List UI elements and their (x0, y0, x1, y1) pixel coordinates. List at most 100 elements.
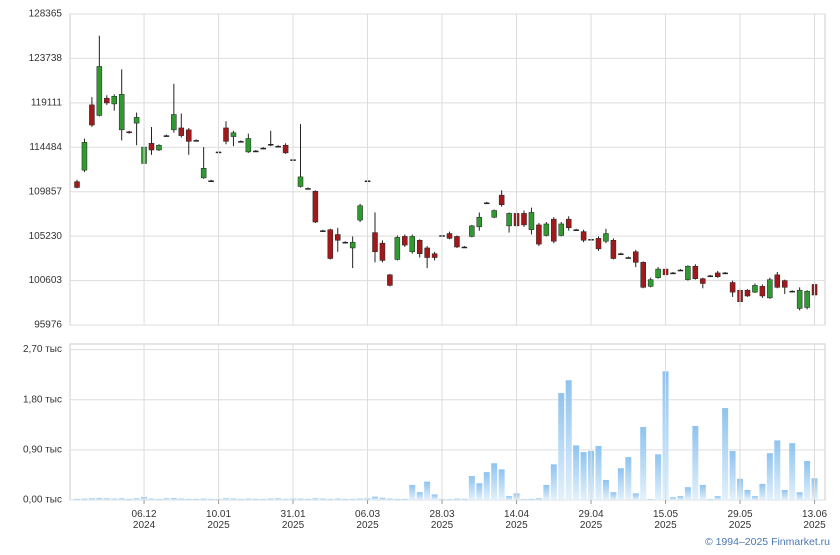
candle-body (387, 274, 393, 286)
volume-bar (453, 498, 460, 500)
volume-bar (580, 452, 587, 500)
candle-body (305, 188, 311, 190)
volume-bar (632, 493, 639, 500)
candle-body (349, 241, 356, 249)
volume-bar (692, 425, 699, 500)
candle-body (335, 234, 341, 241)
x-tick-label: 06.03 2025 (355, 509, 381, 531)
candle-body (320, 230, 326, 232)
candle-body (357, 205, 363, 221)
candle-body (610, 240, 617, 259)
volume-bar (625, 457, 632, 500)
volume-frame (69, 343, 826, 501)
x-tick-label: 14.04 2025 (504, 509, 530, 531)
volume-bar (208, 498, 215, 500)
volume-bar (573, 445, 580, 500)
volume-bar (789, 443, 796, 500)
volume-bar (610, 492, 617, 500)
volume-bar (722, 408, 729, 500)
volume-bar (424, 481, 431, 500)
volume-bar (230, 498, 237, 500)
candle-body (700, 278, 706, 284)
candle-body (744, 289, 751, 297)
volume-bar (714, 496, 721, 500)
candle-body (625, 257, 632, 259)
volume-bar (260, 498, 267, 500)
candle-body (312, 191, 319, 223)
volume-bar (751, 496, 758, 500)
volume-bar (170, 498, 177, 500)
volume-bar (602, 479, 609, 500)
y-tick-label: 105230 (29, 231, 63, 242)
volume-bar (245, 498, 252, 500)
volume-bar (133, 498, 140, 500)
candle-body (297, 176, 304, 187)
candle-body (74, 181, 80, 188)
volume-bar (319, 498, 326, 500)
volume-bar (155, 498, 162, 500)
candle-body (789, 290, 795, 293)
volume-bar (88, 498, 95, 500)
volume-bar (342, 498, 349, 500)
candle-body (81, 142, 88, 171)
volume-bar (252, 498, 259, 500)
y-tick-label: 123738 (29, 53, 63, 64)
candle-body (96, 66, 103, 116)
candle-body (603, 233, 609, 242)
volume-bar (774, 440, 781, 500)
candle-body (685, 265, 691, 280)
volume-bar (178, 498, 185, 500)
volume-bar (372, 496, 378, 500)
candle-body (618, 253, 624, 255)
candle-body (118, 94, 125, 131)
volume-bar (148, 498, 155, 500)
volume-bar (349, 498, 356, 500)
candle-body (208, 180, 214, 182)
volume-bar (200, 498, 207, 500)
candle-body (461, 246, 468, 249)
volume-bar (282, 498, 289, 500)
y-tick-label: 109857 (29, 186, 63, 197)
volume-bar (237, 498, 244, 500)
volume-bar (640, 427, 647, 500)
candle-body (595, 238, 602, 250)
x-tick-label: 28.03 2025 (429, 509, 455, 531)
volume-bar (476, 483, 483, 500)
y-tick-label: 1,80 тыс (23, 394, 62, 405)
volume-bar (781, 489, 788, 500)
volume-bar (163, 498, 170, 500)
volume-bar (185, 498, 192, 500)
candle-body (759, 286, 766, 297)
candle-body (573, 229, 579, 231)
candle-body (655, 268, 661, 278)
candle-body (394, 237, 401, 260)
volume-bar (483, 472, 490, 500)
volume-bar (595, 445, 602, 500)
volume-bar (297, 498, 304, 500)
volume-bar (193, 498, 200, 500)
volume-bar (521, 499, 527, 500)
candle-body (416, 240, 423, 254)
candle-body (677, 269, 684, 272)
candle-body (186, 129, 192, 142)
volume-bar (409, 484, 416, 500)
candle-body (282, 144, 289, 154)
volume-bar (267, 498, 274, 500)
x-tick-label: 15.05 2025 (653, 509, 679, 531)
candle-body (484, 202, 490, 205)
candle-body (558, 223, 564, 236)
candle-body (133, 117, 140, 124)
y-tick-label: 0,00 тыс (23, 495, 62, 506)
candle-body (729, 282, 736, 293)
y-tick-label: 100603 (29, 275, 63, 286)
candle-body (782, 280, 788, 288)
volume-bar (74, 498, 80, 500)
volume-bar (103, 498, 110, 500)
candle-body (342, 241, 348, 244)
volume-bar (543, 484, 550, 500)
candle-body (260, 147, 266, 150)
candle-body (633, 251, 639, 263)
y-tick-label: 0,90 тыс (23, 444, 62, 455)
candle-body (171, 114, 177, 131)
volume-bar (677, 496, 684, 500)
